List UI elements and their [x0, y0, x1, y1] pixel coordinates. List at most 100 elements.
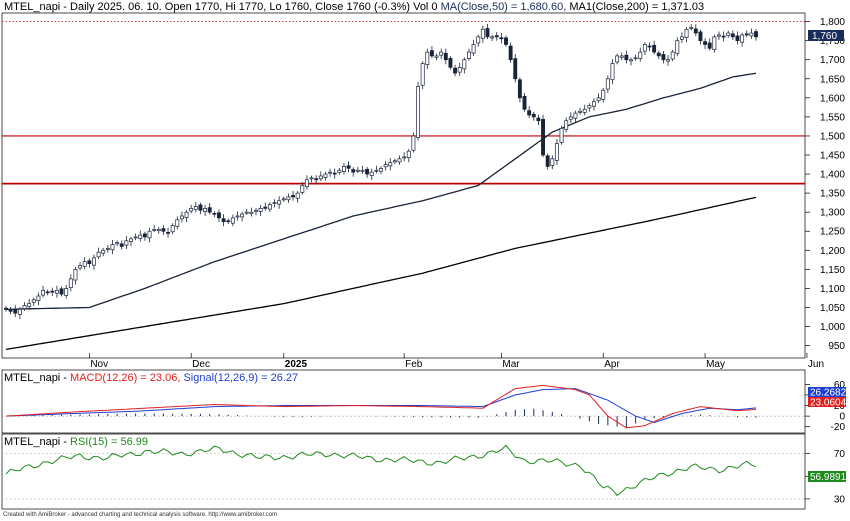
candle	[573, 110, 578, 123]
candle	[749, 28, 754, 39]
candle-body	[41, 289, 45, 296]
candle-body	[582, 108, 587, 113]
candle	[78, 262, 83, 271]
candle	[54, 285, 59, 298]
price-tick-label: 1,000	[820, 322, 845, 333]
last-value-label: 1,760	[812, 31, 837, 42]
candle	[545, 153, 550, 170]
candle-body	[129, 238, 133, 242]
candle	[73, 267, 78, 285]
candle-body	[4, 307, 8, 310]
candle-body	[170, 225, 175, 233]
footer-credit: Created with AmiBroker - advanced charti…	[3, 512, 278, 518]
macd-value-label: 26.2682	[810, 388, 847, 399]
candle-body	[166, 232, 170, 234]
candle-body	[207, 207, 212, 213]
candle	[22, 302, 27, 311]
candle	[485, 23, 490, 40]
candle	[8, 306, 13, 315]
candle-body	[101, 249, 106, 254]
candle	[13, 305, 18, 317]
candle	[610, 58, 615, 85]
candle-body	[152, 228, 157, 231]
macd-value-badge	[808, 387, 846, 397]
candle	[541, 114, 545, 158]
candle	[27, 299, 32, 310]
candle-body	[513, 58, 518, 80]
candle	[240, 211, 245, 222]
candle-body	[78, 265, 83, 269]
candle	[351, 167, 356, 177]
candle-body	[355, 169, 360, 172]
candle	[707, 38, 712, 51]
candle-body	[73, 268, 78, 281]
candle	[87, 258, 92, 268]
candle	[161, 225, 166, 236]
candle	[101, 248, 106, 257]
candle-body	[638, 51, 643, 59]
candle	[328, 168, 333, 177]
candle	[369, 168, 374, 181]
candle	[684, 26, 689, 43]
month-label: Apr	[604, 359, 620, 370]
candle-body	[221, 218, 226, 223]
candle-body	[388, 162, 393, 167]
candle	[439, 48, 444, 59]
candle	[624, 50, 629, 64]
candle-body	[92, 257, 96, 266]
candle-body	[87, 260, 92, 264]
rsi-panel-frame	[1, 433, 806, 510]
price-tick-label: 950	[828, 341, 845, 352]
candle	[448, 56, 453, 70]
candle	[124, 236, 129, 249]
candle-body	[342, 166, 346, 172]
candle-body	[749, 32, 754, 37]
month-label: 2025	[285, 359, 308, 370]
candle-body	[27, 303, 32, 308]
candle-body	[656, 52, 661, 57]
candle-body	[142, 233, 147, 238]
ma200-line	[5, 196, 757, 351]
candle-body	[314, 178, 319, 181]
candle	[596, 93, 601, 103]
candle	[244, 208, 249, 215]
candle	[689, 23, 694, 31]
candle	[337, 167, 342, 175]
candle-body	[707, 42, 712, 49]
month-axis-labels: Nov Dec 2025 Feb Mar Apr May Jun	[88, 353, 824, 370]
candle	[392, 158, 397, 165]
candle-body	[601, 89, 606, 100]
price-tick-label: 1,550	[820, 112, 845, 123]
candle	[119, 240, 124, 250]
candle	[425, 48, 430, 70]
candle	[300, 182, 305, 195]
candle-body	[105, 248, 110, 250]
candle	[522, 92, 527, 112]
candle-body	[175, 219, 180, 227]
candle	[531, 111, 536, 121]
candle-body	[670, 51, 675, 60]
candle	[254, 207, 258, 216]
candle	[605, 75, 610, 93]
candle	[304, 175, 309, 190]
candle	[365, 167, 370, 178]
candle	[619, 52, 624, 61]
candle-body	[133, 236, 138, 239]
candle	[490, 34, 495, 42]
candle-body	[156, 228, 161, 232]
candle	[568, 112, 573, 123]
candle	[50, 287, 55, 297]
candle	[346, 161, 351, 173]
candle	[221, 214, 226, 227]
candle-body	[31, 299, 36, 303]
candle	[272, 199, 277, 208]
signal-label: Signal(12,26,9) = 26.27	[183, 372, 298, 384]
candle-body	[318, 175, 323, 180]
candle-body	[462, 59, 467, 70]
candle	[554, 139, 559, 165]
candle	[420, 61, 425, 90]
candle	[527, 106, 532, 119]
candle	[133, 233, 138, 241]
candle	[281, 196, 286, 202]
candle	[717, 31, 721, 40]
